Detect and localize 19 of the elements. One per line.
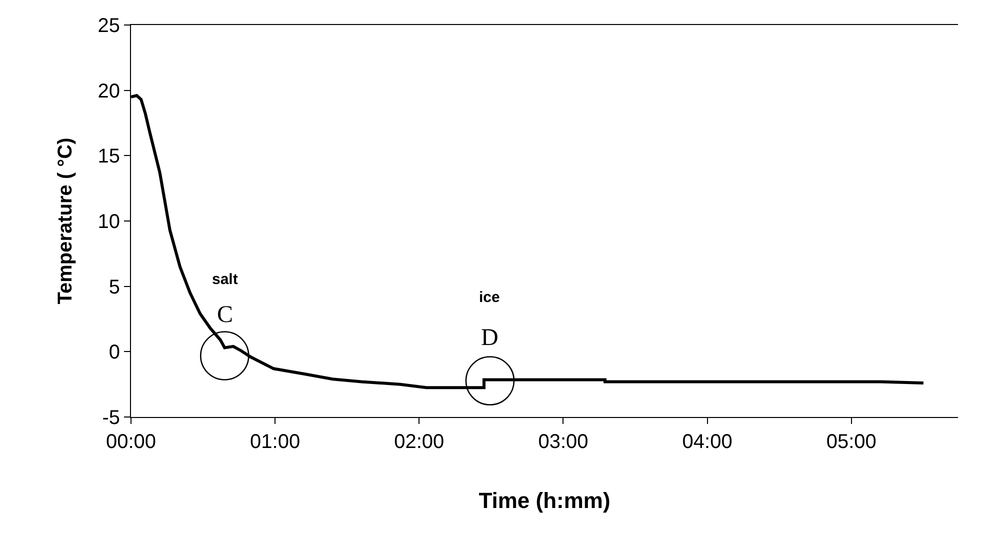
x-tick-label: 01:00 bbox=[250, 431, 300, 453]
annotation: salt bbox=[212, 271, 238, 288]
annotation: C bbox=[217, 302, 234, 328]
y-tick-label: 10 bbox=[98, 211, 120, 233]
x-tick-label: 05:00 bbox=[826, 431, 876, 453]
x-tick-label: 00:00 bbox=[106, 431, 156, 453]
y-tick-label: 5 bbox=[108, 276, 120, 298]
y-tick-label: 25 bbox=[98, 15, 120, 37]
y-tick-label: 0 bbox=[108, 342, 120, 364]
x-tick-label: 02:00 bbox=[394, 431, 444, 453]
annotation: ice bbox=[479, 289, 500, 306]
y-tick-label: -5 bbox=[102, 407, 120, 429]
y-tick-label: 20 bbox=[98, 80, 120, 102]
x-axis-title: Time (h:mm) bbox=[478, 488, 610, 513]
y-tick-label: 15 bbox=[98, 146, 120, 168]
annotation: D bbox=[481, 325, 498, 351]
y-axis-title: Temperature ( °C) bbox=[54, 138, 76, 304]
x-tick-label: 04:00 bbox=[682, 431, 732, 453]
x-tick-label: 03:00 bbox=[538, 431, 588, 453]
